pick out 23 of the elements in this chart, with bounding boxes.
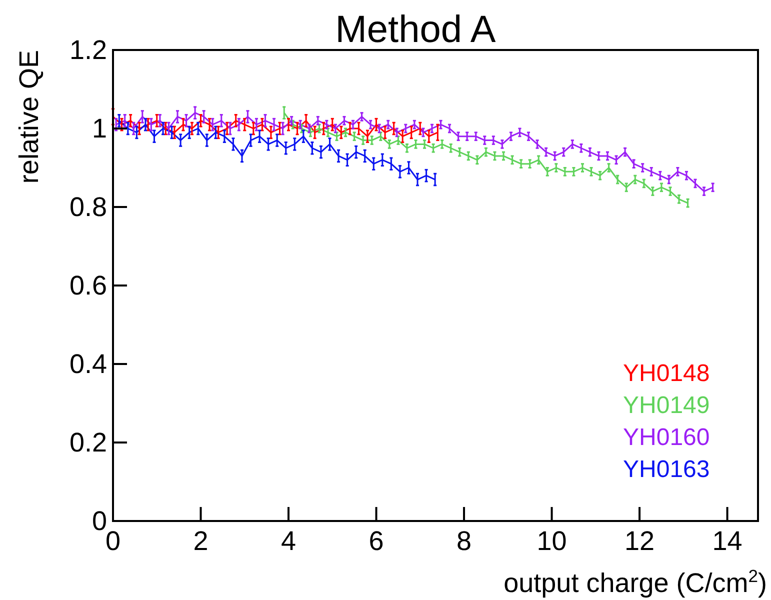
chart-title: Method A — [335, 9, 496, 51]
x-axis-title: output charge (C/cm$^{2}$) — [504, 566, 767, 598]
line-series — [118, 120, 436, 180]
x-tick-label: 6 — [368, 526, 384, 556]
x-tick-label: 10 — [536, 526, 567, 556]
y-tick-label: 0.2 — [69, 428, 107, 458]
x-tick-label: 8 — [456, 526, 472, 556]
text: YH0163 — [623, 456, 710, 483]
x-tick-label: 4 — [280, 526, 296, 556]
y-axis-title: relative QE — [14, 50, 44, 184]
line-series — [112, 116, 438, 138]
x-tick-label: 12 — [624, 526, 655, 556]
y-tick-label: 0 — [92, 506, 107, 536]
x-tick-label: 2 — [193, 526, 208, 556]
y-tick-label: 1.2 — [69, 35, 107, 65]
y-tick-label: 0.6 — [69, 270, 107, 300]
x-tick-label: 14 — [712, 526, 742, 556]
text: YH0160 — [623, 424, 710, 451]
text: YH0149 — [623, 392, 710, 419]
text: YH0148 — [623, 360, 710, 387]
y-tick-label: 1 — [92, 114, 107, 144]
y-tick-label: 0.8 — [69, 192, 107, 222]
y-tick-label: 0.4 — [69, 349, 107, 379]
